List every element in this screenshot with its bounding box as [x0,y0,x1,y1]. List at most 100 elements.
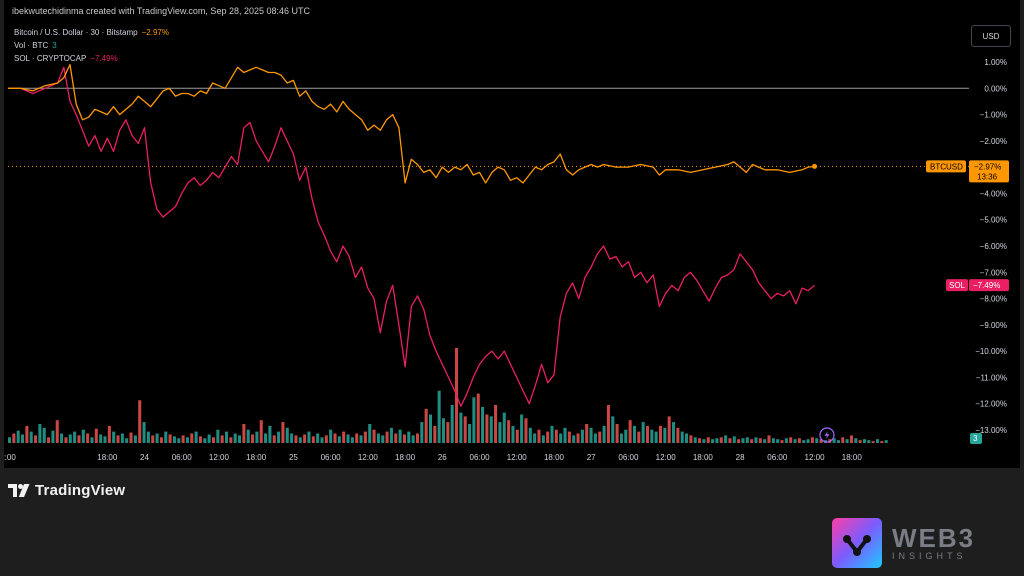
volume-bar [871,441,875,443]
volume-bar [724,435,728,443]
volume-bar [758,438,762,443]
volume-bar [754,437,758,443]
sol-series-line [8,66,815,407]
volume-bar [520,414,524,443]
volume-bar [268,425,272,443]
lightning-icon[interactable] [819,427,835,443]
legend-volume[interactable]: Vol · BTC 3 [14,41,57,50]
volume-bar [294,435,298,443]
x-tick-label: 2:00 [4,453,16,462]
volume-bar [77,435,81,443]
volume-bar [437,390,441,443]
volume-bar [624,429,628,443]
volume-bar [203,438,207,443]
y-tick-label: −9.00% [980,321,1007,330]
volume-bars [8,348,888,443]
volume-bar [433,425,437,443]
volume-bar [424,408,428,443]
volume-bar [849,435,853,443]
volume-bar [363,431,367,443]
volume-bar [645,425,650,443]
y-tick-label: −6.00% [980,242,1007,251]
volume-bar [324,435,328,443]
volume-bar [281,422,285,443]
legend-btc[interactable]: Bitcoin / U.S. Dollar · 30 · Bitstamp −2.… [14,28,169,37]
volume-bar [402,434,406,443]
web3-logo-icon [832,518,882,568]
x-tick-label: 18:00 [544,453,565,462]
volume-bar [563,427,567,443]
volume-bar [290,433,294,443]
btc-price-tag: BTCUSD −2.97% 13:36 [926,160,1009,183]
y-tick-label: −11.00% [976,373,1007,382]
volume-bar [320,437,324,443]
volume-bar [107,425,111,443]
volume-bar [86,433,90,443]
volume-bar [194,431,198,443]
volume-bar [632,425,636,443]
attribution-text: ibekwutechidinma created with TradingVie… [12,6,311,16]
y-tick-label: −2.00% [980,137,1007,146]
volume-bar [676,427,680,443]
volume-bar [138,400,142,443]
volume-bar [606,405,610,443]
volume-bar [728,438,732,443]
volume-bar [776,439,780,443]
volume-bar [546,431,550,443]
volume-bar [242,424,246,443]
currency-button[interactable]: USD [971,25,1011,47]
volume-bar [784,438,788,443]
volume-bar [585,424,589,443]
volume-bar [459,412,463,443]
volume-bar [12,433,16,443]
volume-bar [515,429,519,443]
volume-bar [663,427,667,443]
volume-bar [55,420,59,443]
legend-sol-label: SOL · CRYPTOCAP [14,54,87,63]
volume-bar [368,424,372,443]
volume-bar [376,433,380,443]
btc-series-line [8,63,815,184]
web3-insights-logo: WEB3 INSIGHTS [832,518,975,568]
volume-bar [264,433,268,443]
volume-bar [359,435,363,443]
volume-bar [554,429,558,443]
volume-bar [116,435,120,443]
volume-bar [394,433,398,443]
x-tick-label: 06:00 [172,453,193,462]
x-tick-label: 18:00 [842,453,863,462]
volume-bar [229,437,233,443]
volume-bar [741,438,745,443]
volume-bar [337,436,341,443]
volume-bar [259,420,263,443]
volume-bar [155,433,159,443]
volume-bar [168,434,172,443]
volume-bar [441,418,446,443]
volume-bar [672,422,676,443]
volume-bar [34,435,38,443]
volume-bar [589,427,593,443]
sol-tag-name: SOL [949,281,966,290]
volume-bar [698,438,702,443]
chart-panel[interactable]: ibekwutechidinma created with TradingVie… [4,0,1020,468]
x-tick-label: 18:00 [395,453,416,462]
y-tick-label: −13.00% [975,426,1007,435]
y-axis: 1.00%0.00%−1.00%−2.00%−3.00%−4.00%−5.00%… [975,58,1007,435]
volume-bar [880,441,884,443]
volume-bar [355,433,359,443]
chart-svg[interactable]: 1.00%0.00%−1.00%−2.00%−3.00%−4.00%−5.00%… [4,0,1020,468]
volume-bar [472,397,476,443]
volume-bar [198,436,202,443]
volume-bar [277,431,281,443]
y-tick-label: −7.00% [980,268,1007,277]
volume-bar [502,412,506,443]
volume-bar [702,439,706,443]
btc-tag-value: −2.97% [974,162,1001,171]
legend-sol[interactable]: SOL · CRYPTOCAP −7.49% [14,54,118,63]
volume-bar [693,437,697,443]
volume-bar [172,436,176,443]
volume-bar [16,430,20,443]
volume-bar [680,431,684,443]
volume-bar [8,437,12,443]
volume-bar [593,433,597,443]
